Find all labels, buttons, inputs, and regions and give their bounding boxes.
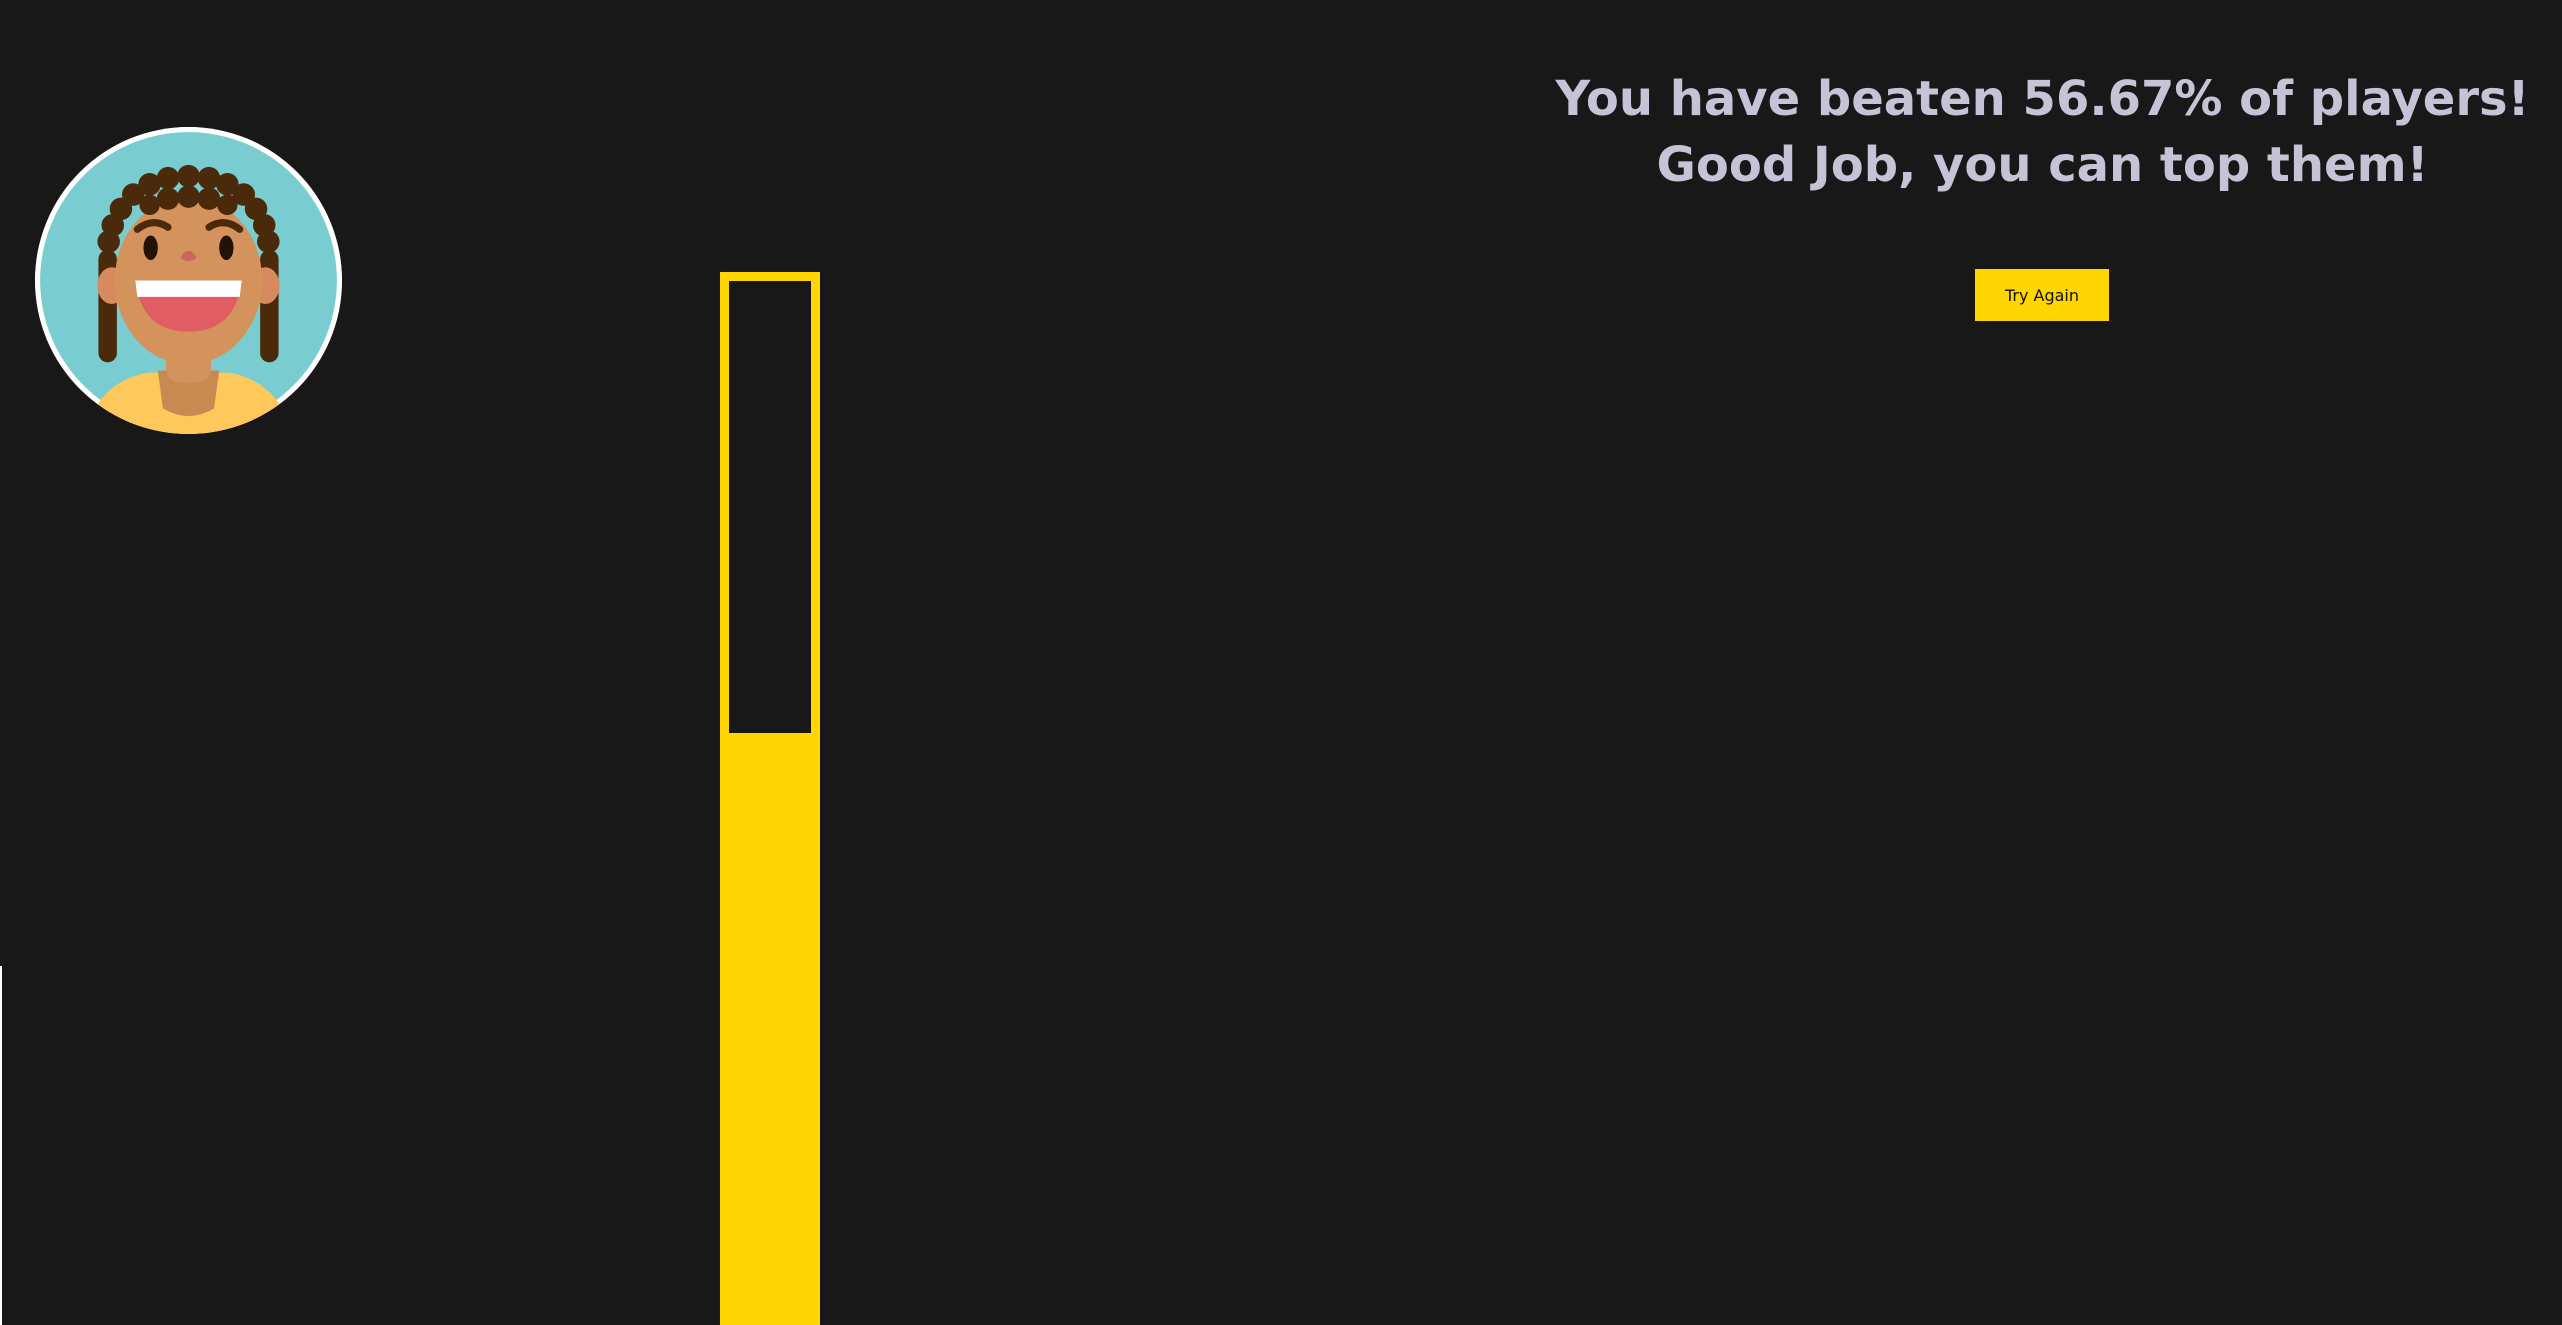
smiling-girl-avatar-icon xyxy=(35,127,342,434)
progress-meter-fill xyxy=(729,733,811,1325)
progress-meter xyxy=(720,272,820,1325)
result-message: You have beaten 56.67% of players! Good … xyxy=(1555,71,2530,193)
player-avatar xyxy=(35,127,342,434)
left-edge-strip xyxy=(0,966,2,1325)
try-again-button[interactable]: Try Again xyxy=(1975,269,2109,321)
